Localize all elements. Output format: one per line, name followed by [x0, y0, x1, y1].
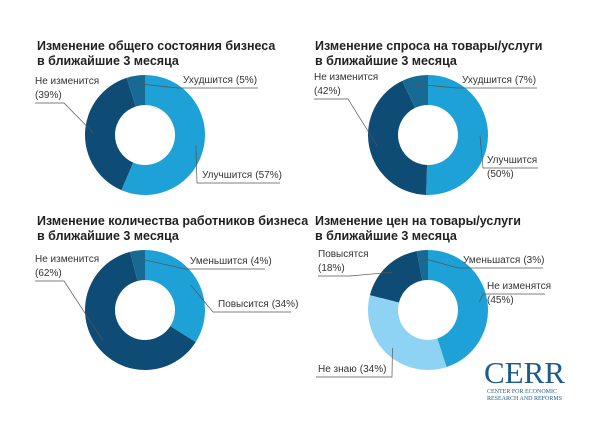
segment-value-label: (39%) — [35, 90, 62, 101]
segment-category: Уменьшится — [190, 256, 248, 267]
donut-segment — [145, 250, 205, 343]
segment-value-label: (3%) — [523, 255, 544, 266]
chart-title: Изменение общего состояния бизнеса — [37, 39, 276, 53]
donut-segment — [368, 295, 447, 370]
segment-label: Не изменятся (45%) — [487, 281, 551, 306]
segment-category: Ухудшится — [183, 75, 233, 86]
segment-label: Улучшится (57%) — [202, 170, 282, 181]
leader-line — [35, 102, 94, 133]
segment-category: Улучшится — [202, 170, 252, 181]
leader-line — [314, 98, 378, 146]
donut-segment — [368, 80, 428, 195]
leader-line — [479, 293, 545, 303]
leader-line — [136, 83, 258, 89]
donut-segment — [121, 75, 205, 195]
segment-value-label: (7%) — [515, 75, 536, 86]
logo-subtitle: RESEARCH AND REFORMS — [487, 396, 562, 402]
logo-name: CERR — [484, 355, 565, 390]
leader-line — [138, 258, 265, 270]
segment-value-label: (34%) — [272, 299, 299, 310]
donut-segment — [426, 75, 488, 195]
segment-label: Уменьшится (4%) — [190, 256, 272, 267]
segment-label: Не знаю (34%) — [318, 364, 386, 375]
segment-label: Повысятся (18%) — [318, 249, 369, 274]
segment-label: Не изменится (42%) — [314, 72, 378, 97]
leader-line — [416, 83, 537, 89]
segment-category: Не изменится — [35, 76, 99, 87]
chart-title: Изменение количества работников бизнеса — [37, 214, 309, 228]
leader-line — [35, 280, 104, 341]
donut-segment — [428, 250, 488, 368]
donut-segment — [402, 75, 428, 108]
segment-category: Улучшится — [487, 155, 537, 166]
segment-value-label: (4%) — [251, 256, 272, 267]
donut-segment — [84, 77, 136, 191]
segment-value-label: (45%) — [487, 295, 514, 306]
segment-category: Повысится — [218, 299, 269, 310]
segment-category: Уменьшатся — [463, 255, 520, 266]
leader-line — [190, 284, 291, 313]
segment-category: Не изменится — [35, 254, 99, 265]
segment-value-label: (5%) — [236, 75, 257, 86]
segment-label: Улучшится (50%) — [487, 155, 537, 180]
segment-label: Ухудшится (7%) — [462, 75, 536, 86]
leader-line — [479, 135, 538, 169]
donut-segment — [126, 75, 145, 107]
donut-segment — [130, 250, 145, 281]
segment-label: Ухудшится (5%) — [183, 75, 257, 86]
leader-line — [316, 347, 393, 378]
segment-label: Не изменится (39%) — [35, 76, 99, 101]
chart-title: Изменение цен на товары/услуги — [315, 214, 521, 228]
leader-line — [195, 145, 280, 184]
chart-title: в ближайшие 3 месяца — [315, 54, 458, 68]
chart-title: в ближайшие 3 месяца — [315, 229, 458, 243]
donut-segment — [84, 251, 196, 370]
segment-value-label: (50%) — [487, 169, 514, 180]
segment-value-label: (62%) — [35, 268, 62, 279]
chart-title: в ближайшие 3 месяца — [37, 229, 180, 243]
segment-value-label: (18%) — [318, 263, 345, 274]
donut-segment — [416, 250, 428, 281]
leader-line — [318, 271, 393, 277]
segment-category: Не изменятся — [487, 281, 551, 292]
chart-title: в ближайшие 3 месяца — [37, 54, 180, 68]
segment-category: Не изменится — [314, 72, 378, 83]
segment-category: Ухудшится — [462, 75, 512, 86]
segment-value-label: (42%) — [314, 86, 341, 97]
leader-line — [423, 257, 543, 269]
segment-label: Повысится (34%) — [218, 299, 298, 310]
segment-label: Не изменится (62%) — [35, 254, 99, 279]
segment-category: Не знаю — [318, 364, 357, 375]
chart-title: Изменение спроса на товары/услуги — [315, 39, 542, 53]
segment-value-label: (57%) — [255, 170, 282, 181]
segment-label: Уменьшатся (3%) — [463, 255, 544, 266]
segment-value-label: (34%) — [360, 364, 387, 375]
logo-subtitle: CENTER FOR ECONOMIC — [487, 389, 557, 395]
donut-segment — [369, 251, 423, 303]
segment-category: Повысятся — [318, 249, 369, 260]
